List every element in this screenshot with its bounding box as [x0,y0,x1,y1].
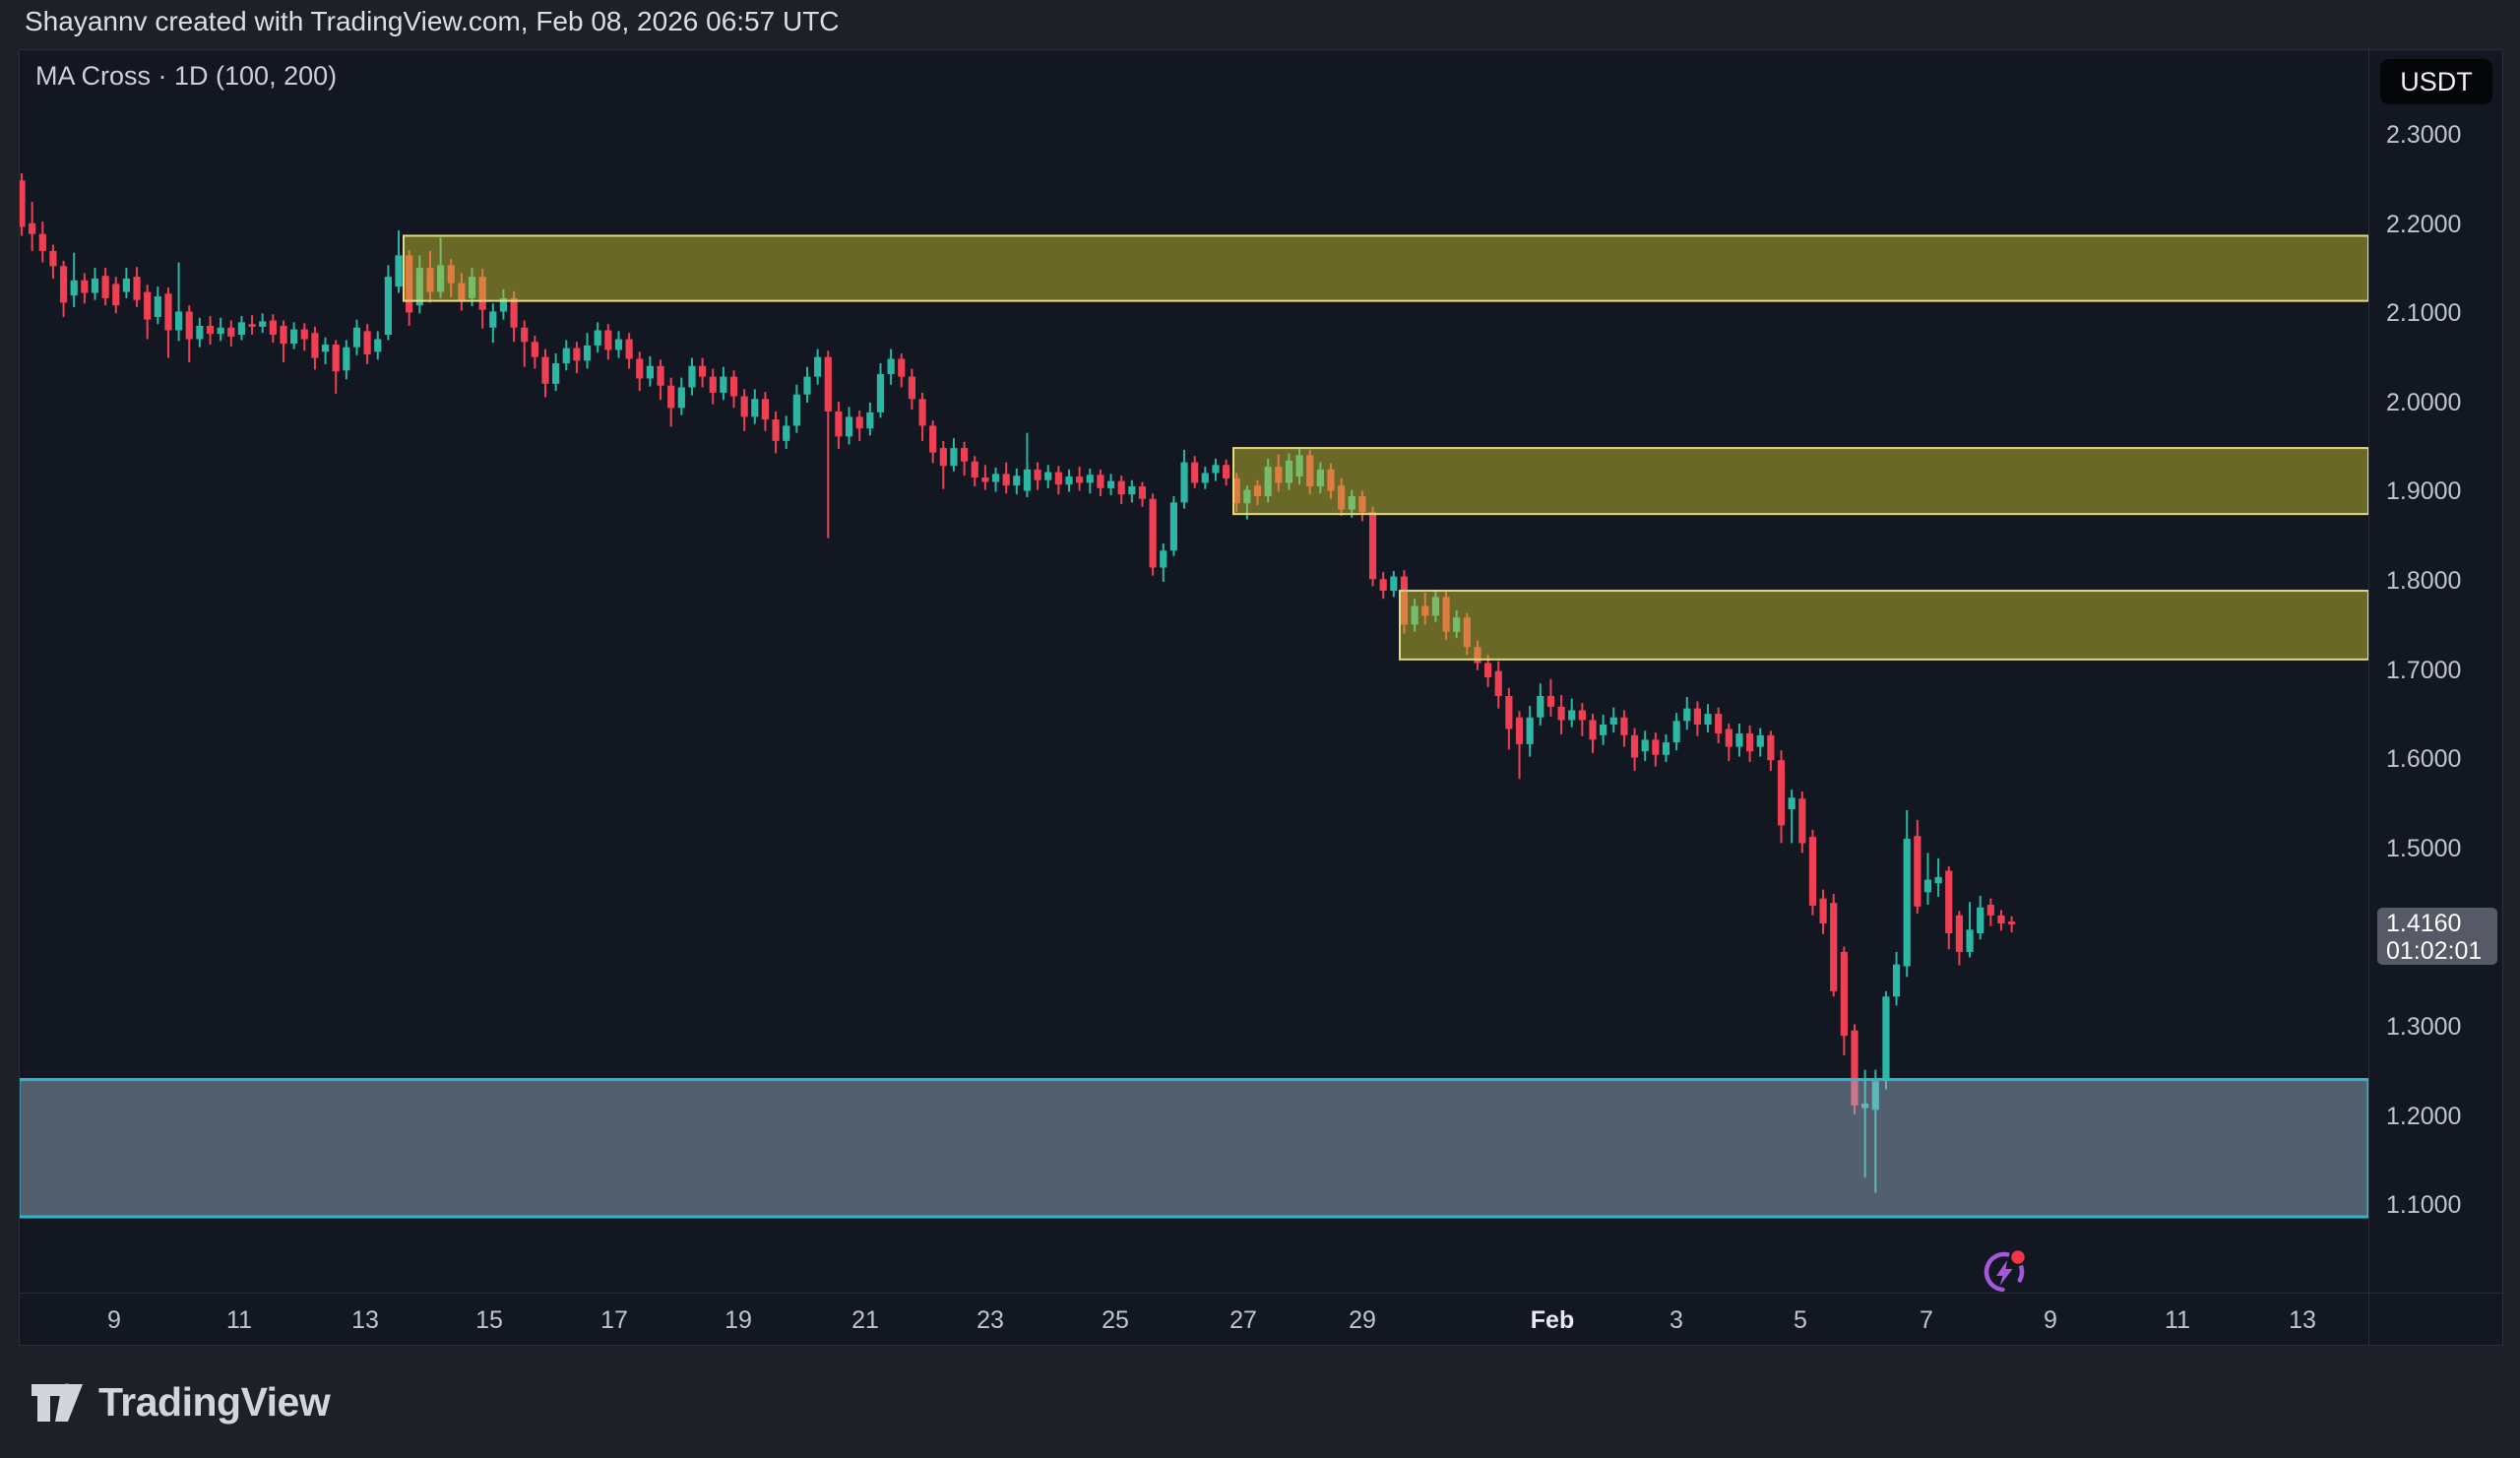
time-tick-29: 29 [1349,1306,1376,1334]
tradingview-wordmark: TradingView [98,1378,331,1425]
price-tick-1.3000: 1.3000 [2386,1013,2462,1041]
time-tick-11: 11 [2165,1306,2190,1334]
time-tick-Feb: Feb [1530,1306,1575,1334]
demand-zone[interactable] [19,1078,2368,1219]
price-tick-1.7000: 1.7000 [2386,656,2462,684]
time-tick-3: 3 [1670,1306,1683,1334]
price-tick-1.6000: 1.6000 [2386,745,2462,774]
time-tick-15: 15 [475,1306,503,1334]
price-tick-1.9000: 1.9000 [2386,477,2462,506]
time-tick-13: 13 [351,1306,379,1334]
time-tick-25: 25 [1102,1306,1129,1334]
time-tick-19: 19 [724,1306,752,1334]
price-tick-2.1000: 2.1000 [2386,299,2462,328]
time-tick-21: 21 [851,1306,879,1334]
currency-badge: USDT [2380,59,2492,104]
supply-zone-3[interactable] [1399,590,2368,661]
candles-layer [20,173,2016,1193]
time-tick-7: 7 [1920,1306,1933,1334]
supply-zone-1[interactable] [403,234,2368,302]
price-tick-1.2000: 1.2000 [2386,1102,2462,1130]
attribution-text: Shayannv created with TradingView.com, F… [25,6,840,36]
time-tick-11: 11 [226,1306,252,1334]
supply-zone-2[interactable] [1232,447,2368,516]
price-tick-1.8000: 1.8000 [2386,567,2462,595]
last-price-value: 1.4160 [2386,910,2462,937]
time-tick-27: 27 [1229,1306,1257,1334]
time-axis-separator [19,1293,2503,1294]
time-tick-17: 17 [600,1306,628,1334]
time-tick-9: 9 [107,1306,121,1334]
price-tick-2.2000: 2.2000 [2386,210,2462,238]
price-tick-2.0000: 2.0000 [2386,388,2462,416]
chart-panel [19,49,2503,1346]
time-tick-23: 23 [976,1306,1004,1334]
bar-countdown: 01:02:01 [2386,937,2483,965]
time-tick-13: 13 [2289,1306,2316,1334]
price-axis-separator [2368,49,2369,1346]
price-tick-1.5000: 1.5000 [2386,834,2462,862]
indicator-legend[interactable]: MA Cross · 1D (100, 200) [35,61,338,91]
last-price-badge: 1.4160 01:02:01 [2377,908,2497,965]
zones-layer [19,234,2368,1219]
tradingview-logo-mark [32,1383,83,1422]
flash-boost-icon[interactable] [1981,1247,2028,1295]
tradingview-logo[interactable]: TradingView [30,1377,331,1426]
time-tick-5: 5 [1794,1306,1807,1334]
price-tick-1.1000: 1.1000 [2386,1191,2462,1220]
time-tick-9: 9 [2044,1306,2057,1334]
price-tick-2.3000: 2.3000 [2386,121,2462,149]
